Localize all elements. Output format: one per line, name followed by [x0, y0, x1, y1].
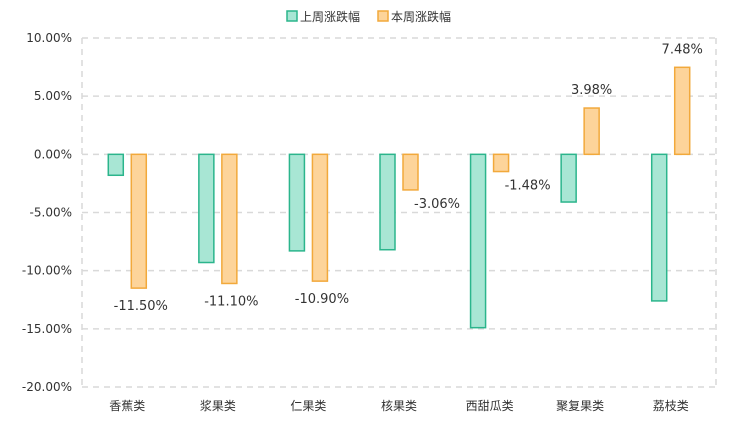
y-tick-label: -15.00% [22, 322, 72, 336]
legend-label-last-week: 上周涨跌幅 [300, 9, 360, 24]
legend: 上周涨跌幅 本周涨跌幅 [286, 9, 451, 24]
legend-label-this-week: 本周涨跌幅 [391, 9, 451, 24]
x-category-label: 香蕉类 [109, 399, 145, 413]
y-axis-ticks: 10.00% 5.00% 0.00% -5.00% -10.00% -15.00% -20.… [22, 31, 72, 394]
data-label: -3.06% [414, 197, 460, 212]
bar-this-week [402, 153, 419, 191]
data-label: -10.90% [295, 292, 349, 307]
data-label: 3.98% [571, 83, 612, 98]
legend-swatch-last-week [286, 10, 298, 22]
y-tick-label: -10.00% [22, 264, 72, 278]
y-tick-label: -20.00% [22, 380, 72, 394]
bar-this-week [673, 66, 691, 156]
bar-last-week [288, 153, 306, 252]
y-tick-label: 10.00% [26, 31, 72, 45]
bar-this-week [583, 107, 600, 156]
x-category-label: 浆果类 [200, 398, 236, 413]
data-label: -11.50% [114, 299, 168, 314]
bar-this-week [130, 153, 148, 289]
x-axis-labels: 香蕉类 浆果类 仁果类 核果类 西甜瓜类 聚复果类 荔枝类 [109, 398, 688, 413]
data-labels: -11.50% -11.10% -10.90% -3.06% -1.48% 3.98% 7.… [114, 42, 703, 314]
y-tick-label: 5.00% [34, 89, 72, 103]
bar-last-week [379, 153, 396, 251]
x-category-label: 核果类 [381, 399, 417, 413]
y-tick-label: 0.00% [34, 147, 72, 161]
x-category-label: 仁果类 [290, 399, 326, 413]
bar-last-week [469, 153, 487, 329]
bar-last-week [198, 153, 215, 264]
bar-last-week [560, 153, 577, 203]
data-label: 7.48% [662, 42, 703, 57]
bar-last-week [650, 153, 668, 302]
data-label: -1.48% [505, 179, 551, 194]
x-category-label: 荔枝类 [653, 398, 689, 413]
x-category-label: 聚复果类 [556, 399, 604, 413]
bar-this-week [311, 153, 329, 282]
grid-lines [81, 37, 717, 388]
bar-this-week [221, 153, 238, 285]
bar-last-week [107, 153, 125, 177]
legend-swatch-this-week [377, 10, 389, 22]
y-tick-label: -5.00% [30, 206, 72, 220]
data-label: -11.10% [204, 294, 258, 309]
bars [107, 66, 691, 329]
bar-this-week [492, 153, 510, 173]
x-category-label: 西甜瓜类 [466, 399, 514, 413]
